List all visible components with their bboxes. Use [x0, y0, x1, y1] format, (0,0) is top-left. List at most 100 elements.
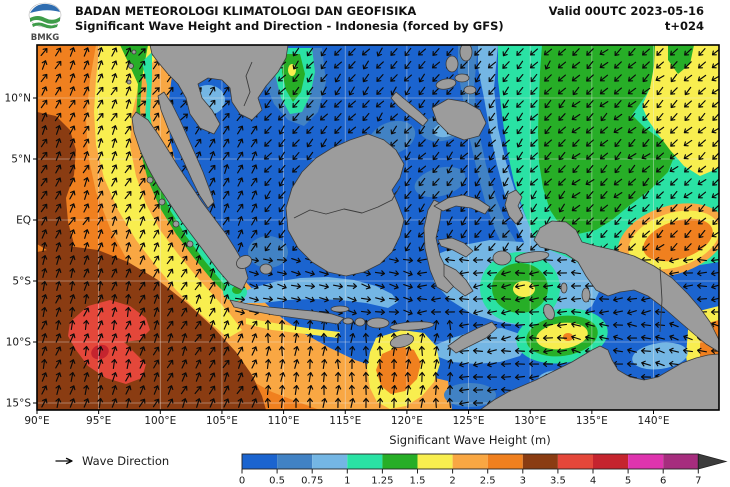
- country-border: [243, 61, 253, 107]
- colorbar-segment: [417, 454, 453, 469]
- sea-region: [444, 383, 496, 407]
- land-nicobar-1: [131, 49, 137, 55]
- land-halmahera: [504, 189, 524, 225]
- sea-region: [248, 236, 288, 268]
- y-tick-label: 5°S: [12, 276, 31, 288]
- land-palawan: [390, 91, 429, 127]
- colorbar-tick-label: 1: [344, 476, 350, 487]
- land-madura: [330, 305, 350, 313]
- land-sumbawa: [366, 317, 390, 329]
- colorbar-segment: [312, 454, 348, 469]
- sea-region: [538, 45, 676, 234]
- sea-region: [563, 333, 573, 341]
- land-mentawai-3: [172, 220, 180, 228]
- land-java: [229, 299, 345, 325]
- map-frame: [36, 44, 720, 411]
- colorbar-segment: [593, 454, 629, 469]
- colorbar-tick-label: 7: [695, 476, 701, 487]
- land-seram: [514, 251, 550, 263]
- country-border: [293, 185, 401, 219]
- land-luzon-tip: [459, 45, 473, 62]
- sea-region: [408, 374, 452, 410]
- land-visayas-1: [435, 78, 457, 90]
- wave-direction-label: Wave Direction: [82, 454, 169, 468]
- land-visayas-4: [445, 55, 459, 73]
- land-sulawesi-north-arm: [433, 194, 491, 215]
- colorbar-tick-label: 2.5: [480, 476, 496, 487]
- x-tick-label: 100°E: [144, 415, 176, 427]
- land-timor: [447, 321, 498, 354]
- x-tick-label: 140°E: [638, 415, 670, 427]
- land-visayas-2: [454, 73, 470, 83]
- forecast-step: t+024: [664, 19, 704, 33]
- land-bangka: [236, 255, 252, 269]
- y-tick-label: EQ: [16, 215, 31, 227]
- colorbar-tick-label: 5: [625, 476, 631, 487]
- sea-region: [376, 346, 421, 394]
- logo-text: BMKG: [31, 33, 60, 43]
- colorbar-tick-label: 0.75: [301, 476, 323, 487]
- country-border: [659, 266, 663, 333]
- x-tick-label: 130°E: [514, 415, 546, 427]
- land-mentawai-4: [186, 240, 194, 248]
- land-malay-peninsula: [157, 91, 215, 209]
- land-australia: [479, 345, 719, 410]
- y-tick-label: 5°N: [11, 154, 31, 166]
- wave-direction-arrow-icon: [55, 457, 73, 465]
- colorbar: 0 0.5 0.75 1 1.25 1.5 2 2.5 3 3.5 4 5 6 7: [239, 453, 728, 487]
- colorbar-segment: [628, 454, 664, 469]
- colorbar-tick-label: 1.25: [371, 476, 393, 487]
- colorbar-tick-label: 6: [660, 476, 666, 487]
- land-sumba: [389, 334, 415, 348]
- land-sulawesi-east-arm: [437, 237, 474, 258]
- x-tick-label: 110°E: [268, 415, 300, 427]
- sea-region: [513, 281, 535, 297]
- map-plot-area: [37, 45, 719, 410]
- org-title: BADAN METEOROLOGI KLIMATOLOGI DAN GEOFIS…: [75, 4, 417, 18]
- colorbar-tick-label: 1.5: [410, 476, 426, 487]
- land-mainland-sea: [149, 45, 289, 135]
- colorbar-tick-label: 0.5: [269, 476, 285, 487]
- colorbar-segment: [382, 454, 418, 469]
- land-sumatra: [131, 111, 249, 291]
- land-flores: [389, 321, 435, 331]
- land-mindanao: [431, 98, 487, 141]
- colorbar-segment: [663, 454, 699, 469]
- colorbar-tick-label: 2: [449, 476, 455, 487]
- x-tick-label: 90°E: [24, 415, 49, 427]
- y-tick-label: 15°S: [6, 398, 32, 410]
- colorbar-tick-label: 3: [520, 476, 526, 487]
- sea-region: [234, 277, 398, 308]
- land-tanimbar: [543, 303, 555, 321]
- land-aru: [581, 287, 591, 303]
- sea-region: [414, 166, 466, 198]
- x-tick-label: 95°E: [86, 415, 111, 427]
- x-tick-label: 105°E: [206, 415, 238, 427]
- sea-region: [536, 322, 588, 350]
- logo-cloud-icon: [30, 3, 60, 13]
- x-tick-label: 115°E: [329, 415, 361, 427]
- colorbar-overflow-arrow: [697, 453, 728, 470]
- sea-region: [288, 64, 296, 76]
- colorbar-segment: [277, 454, 313, 469]
- colorbar-segment: [487, 454, 523, 469]
- land-mentawai-2: [158, 198, 166, 206]
- header: BMKG BADAN METEOROLOGI KLIMATOLOGI DAN G…: [0, 0, 730, 44]
- colorbar-tick-label: 4: [590, 476, 596, 487]
- colorbar-segment: [347, 454, 383, 469]
- sea-region: [632, 342, 688, 370]
- land-buru: [492, 250, 512, 266]
- colorbar-segment: [452, 454, 488, 469]
- x-tick-label: 125°E: [453, 415, 485, 427]
- land-kai: [560, 282, 568, 294]
- colorbar-tick-label: 0: [239, 476, 245, 487]
- valid-time: Valid 00UTC 2023-05-16: [548, 4, 704, 18]
- land-visayas-3: [463, 85, 477, 95]
- land-nicobar-3: [126, 79, 132, 85]
- sea-region: [478, 45, 566, 280]
- y-tick-label: 10°S: [6, 337, 32, 349]
- colorbar-segment: [557, 454, 593, 469]
- x-tick-label: 135°E: [576, 415, 608, 427]
